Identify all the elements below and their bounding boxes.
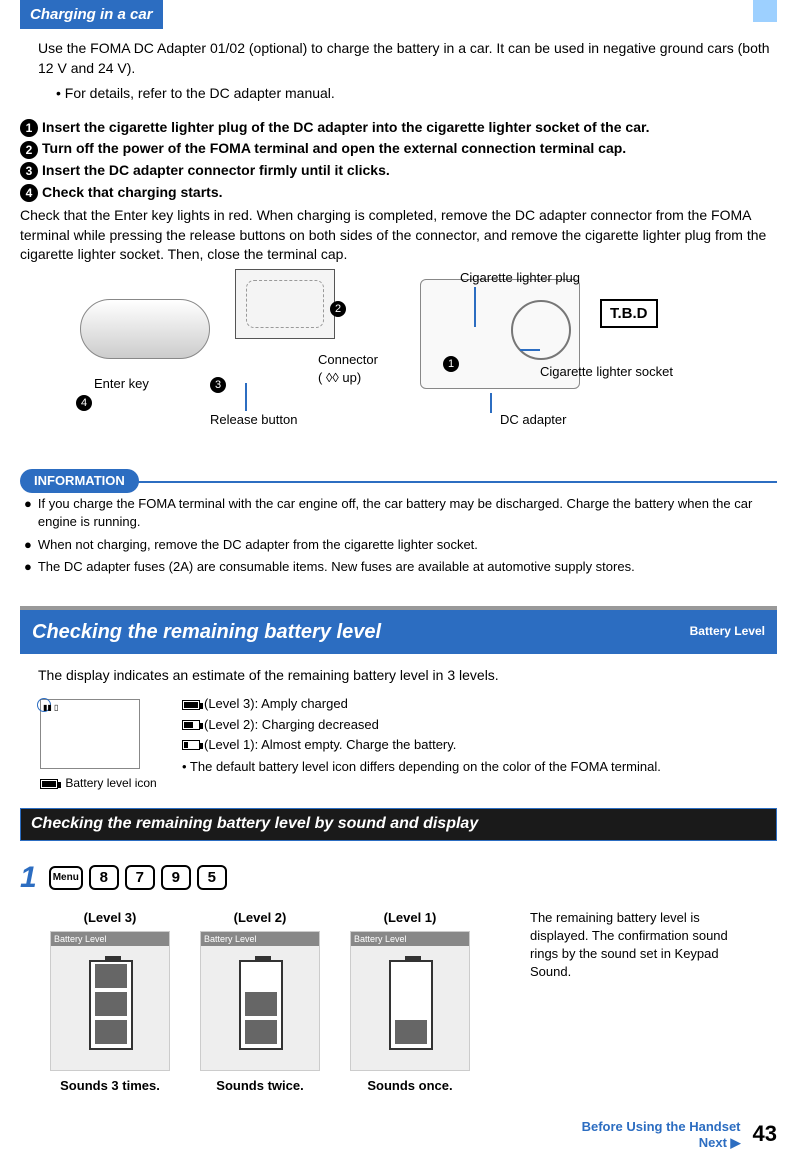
information-heading: INFORMATION [20, 469, 139, 493]
key-sequence: 1 Menu 8 7 9 5 [20, 857, 777, 899]
step-1-text: Insert the cigarette lighter plug of the… [42, 119, 650, 135]
step-2-text: Turn off the power of the FOMA terminal … [42, 140, 626, 156]
level-1-col: (Level 1) Battery Level Sounds once. [350, 909, 470, 1095]
thumb-tab [753, 0, 777, 22]
check-text: Check that the Enter key lights in red. … [20, 206, 777, 265]
lv1-text: (Level 1): Almost empty. Charge the batt… [204, 737, 456, 752]
battery-level-title: Checking the remaining battery level [32, 618, 381, 646]
label-cig-plug: Cigarette lighter plug [460, 269, 580, 287]
label-connector: Connector [318, 351, 378, 369]
section2-intro: The display indicates an estimate of the… [38, 666, 777, 686]
label-connector-sub: ( ◊◊ up) [318, 369, 361, 387]
screen-hdr-1: Battery Level [351, 932, 469, 947]
mini-screen: ▮▮ ▯ [40, 699, 140, 769]
step-number-1: 1 [20, 857, 37, 899]
label-enter-key: Enter key [94, 375, 149, 393]
step-4: 4Check that charging starts. [20, 183, 777, 203]
car-charging-diagram: 2 3 4 1 T.B.D Cigarette lighter plug Con… [80, 279, 717, 459]
info-item-1: If you charge the FOMA terminal with the… [38, 495, 777, 531]
information-list: ●If you charge the FOMA terminal with th… [24, 495, 777, 576]
lv3-text: (Level 3): Amply charged [204, 696, 348, 711]
level-2-title: (Level 2) [200, 909, 320, 927]
battery-level1-icon [182, 740, 200, 750]
step-3-text: Insert the DC adapter connector firmly u… [42, 162, 390, 178]
battery-level-section-bar: Checking the remaining battery level Bat… [20, 606, 777, 654]
step-1: 1Insert the cigarette lighter plug of th… [20, 118, 777, 138]
menu-key: Menu [49, 866, 83, 890]
level-3-title: (Level 3) [50, 909, 170, 927]
screen-hdr-2: Battery Level [201, 932, 319, 947]
step-3: 3Insert the DC adapter connector firmly … [20, 161, 777, 181]
level-1-sound: Sounds once. [350, 1077, 470, 1095]
level-2-sound: Sounds twice. [200, 1077, 320, 1095]
sound-display-heading: Checking the remaining battery level by … [20, 808, 777, 840]
battery-full-icon [40, 779, 58, 789]
battery-level-icon-label: Battery level icon [65, 776, 156, 790]
battery-level3-icon [182, 700, 200, 710]
footer-pre1: Before Using the Handset [582, 1119, 741, 1135]
section1-note: • For details, refer to the DC adapter m… [56, 84, 777, 104]
level-3-sound: Sounds 3 times. [50, 1077, 170, 1095]
screen-hdr-3: Battery Level [51, 932, 169, 947]
page-footer: Before Using the Handset Next ▶ 43 [20, 1119, 777, 1150]
info-item-3: The DC adapter fuses (2A) are consumable… [38, 558, 635, 576]
level-2-col: (Level 2) Battery Level Sounds twice. [200, 909, 320, 1095]
levels-description: The remaining battery level is displayed… [530, 909, 750, 1095]
level-1-title: (Level 1) [350, 909, 470, 927]
key-8: 8 [89, 865, 119, 890]
level-3-col: (Level 3) Battery Level Sounds 3 times. [50, 909, 170, 1095]
section1-intro: Use the FOMA DC Adapter 01/02 (optional)… [38, 39, 777, 78]
info-item-2: When not charging, remove the DC adapter… [38, 536, 478, 554]
page-number: 43 [753, 1119, 777, 1150]
footer-pre2: Next ▶ [582, 1135, 741, 1151]
battery-level2-icon [182, 720, 200, 730]
section2-note: • The default battery level icon differs… [182, 758, 661, 776]
key-7: 7 [125, 865, 155, 890]
lv2-text: (Level 2): Charging decreased [204, 717, 379, 732]
step-4-text: Check that charging starts. [42, 184, 223, 200]
battery-level-right-label: Battery Level [690, 623, 765, 640]
key-9: 9 [161, 865, 191, 890]
label-release-btn: Release button [210, 411, 297, 429]
key-5: 5 [197, 865, 227, 890]
label-dc-adapter: DC adapter [500, 411, 566, 429]
tbd-label: T.B.D [600, 299, 658, 328]
charging-in-car-heading: Charging in a car [20, 0, 163, 29]
step-2: 2Turn off the power of the FOMA terminal… [20, 139, 777, 159]
label-cig-socket: Cigarette lighter socket [540, 363, 673, 381]
